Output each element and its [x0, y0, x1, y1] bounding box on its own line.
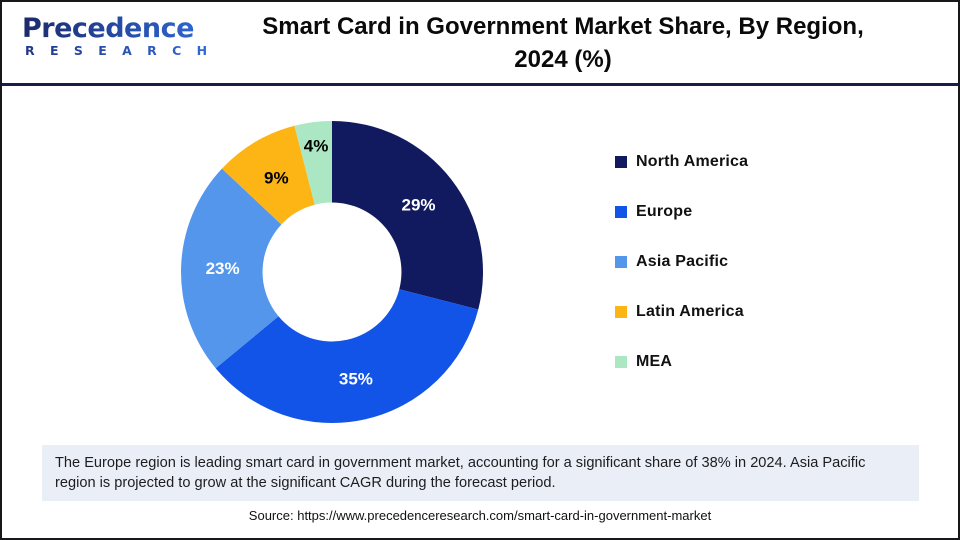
slice-value-label: 9%: [264, 168, 289, 187]
slice-value-label: 35%: [339, 369, 373, 388]
brand-logo: Precedence R E S E A R C H: [22, 15, 213, 58]
legend-swatch: [615, 256, 627, 268]
slice-value-label: 29%: [401, 195, 435, 214]
chart-title-line-1: Smart Card in Government Market Share, B…: [262, 13, 864, 40]
legend-item-north-america: North America: [615, 151, 748, 173]
insight-note: The Europe region is leading smart card …: [42, 445, 919, 502]
legend-item-latin-america: Latin America: [615, 301, 748, 323]
slice-latin-america: [221, 125, 315, 225]
chart-title-line-2: 2024 (%): [514, 46, 612, 73]
source-line: Source: https://www.precedenceresearch.c…: [248, 508, 712, 523]
brand-subtitle: R E S E A R C H: [25, 43, 213, 58]
legend-item-asia-pacific: Asia Pacific: [615, 251, 748, 273]
legend-swatch: [615, 356, 627, 368]
legend-label: Asia Pacific: [636, 253, 729, 270]
slice-value-label: 23%: [206, 259, 240, 278]
slice-asia-pacific: [180, 168, 282, 369]
chart-title: Smart Card in Government Market Share, B…: [172, 10, 954, 76]
legend-label: Europe: [636, 203, 693, 220]
legend-swatch: [615, 306, 627, 318]
insight-note-text: The Europe region is leading smart card …: [55, 455, 866, 492]
slice-value-label: 4%: [304, 137, 329, 156]
legend-item-mea: MEA: [615, 351, 748, 373]
legend-label: MEA: [636, 353, 673, 370]
slice-mea: [294, 121, 332, 205]
legend-item-europe: Europe: [615, 201, 748, 223]
legend-label: Latin America: [636, 303, 744, 320]
brand-name: Precedence: [22, 15, 213, 42]
donut-chart: 29% 35% 23% 9% 4%: [180, 121, 484, 424]
header: Precedence R E S E A R C H Smart Card in…: [2, 2, 958, 86]
slice-europe: [215, 289, 479, 424]
legend-label: North America: [636, 153, 749, 170]
legend-swatch: [615, 206, 627, 218]
legend: North America Europe Asia Pacific Latin Ame…: [615, 151, 748, 401]
legend-swatch: [615, 156, 627, 168]
slice-north-america: [332, 121, 484, 310]
